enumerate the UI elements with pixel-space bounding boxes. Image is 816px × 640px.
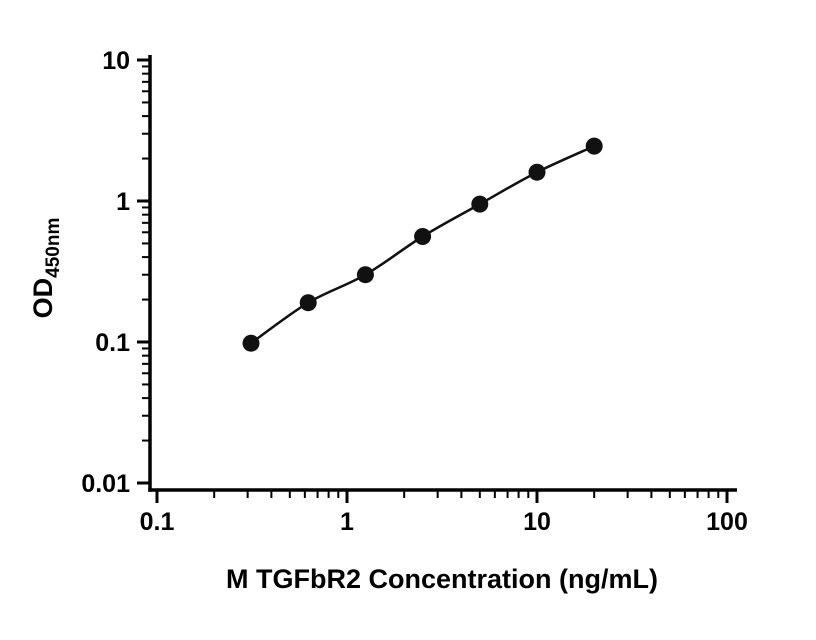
tick-marks [137,58,729,503]
data-point [585,137,603,155]
data-point [242,334,260,352]
y-tick-label: 1 [116,188,130,216]
data-point [299,294,317,312]
x-axis-title: M TGFbR2 Concentration (ng/mL) [226,564,658,594]
y-tick-label: 0.1 [95,329,130,357]
x-tick-label: 0.1 [140,508,175,536]
y-tick-label: 10 [102,47,130,75]
data-point [528,163,546,181]
data-point [414,228,432,245]
axes [148,55,737,492]
y-axis-title-main: OD [28,278,58,319]
data-point [356,266,374,284]
y-axis-title-sub: 450nm [43,218,64,278]
tick-labels: 0.1 1 10 100 0.01 0.1 1 10 [81,47,748,536]
series [242,137,603,352]
y-tick-label: 0.01 [81,470,130,498]
x-tick-label: 10 [523,508,551,536]
data-point [471,195,489,213]
x-tick-label: 1 [340,508,354,536]
y-axis-title: OD450nm [28,218,64,319]
x-tick-label: 100 [706,508,748,536]
